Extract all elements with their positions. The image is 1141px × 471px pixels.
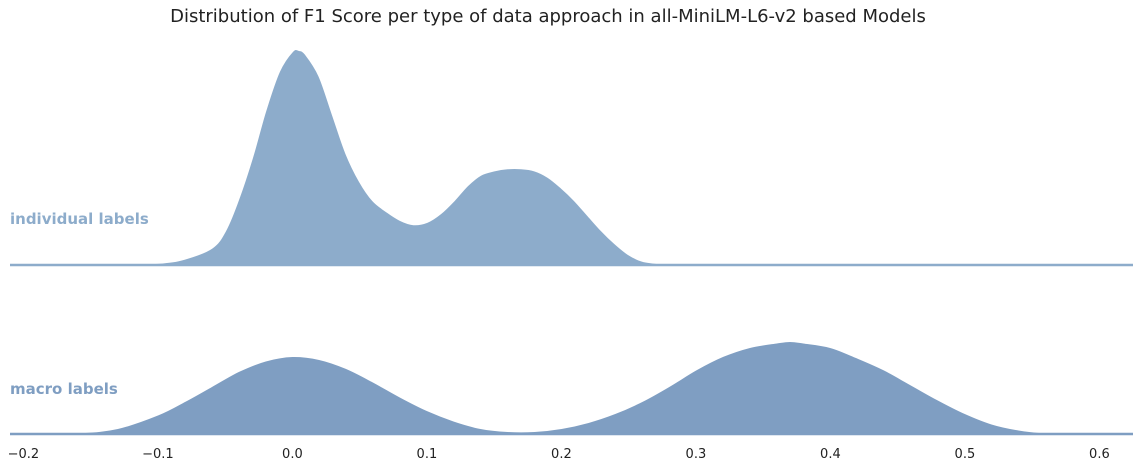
chart-title: Distribution of F1 Score per type of dat… [170,6,926,27]
ridge-macro-labels: macro labels [10,339,1133,436]
x-tick-label: 0.1 [417,447,438,462]
x-tick-label: 0.3 [686,447,707,462]
density-area [10,339,1133,435]
x-tick-label: 0.0 [282,447,303,462]
x-tick-label: −0.2 [8,447,40,462]
ridge-individual-labels: individual labels [10,48,1133,267]
x-tick-label: 0.4 [820,447,841,462]
x-tick-label: 0.5 [955,447,976,462]
series-label: individual labels [10,210,149,228]
x-tick-label: 0.6 [1089,447,1110,462]
x-axis: −0.2 −0.1 0.0 0.1 0.2 0.3 0.4 0.5 0.6 [8,447,1110,462]
x-tick-label: 0.2 [551,447,572,462]
series-label: macro labels [10,380,118,398]
density-area [10,48,1133,267]
ridges-group: individual labels macro labels [10,48,1133,436]
x-tick-label: −0.1 [142,447,174,462]
